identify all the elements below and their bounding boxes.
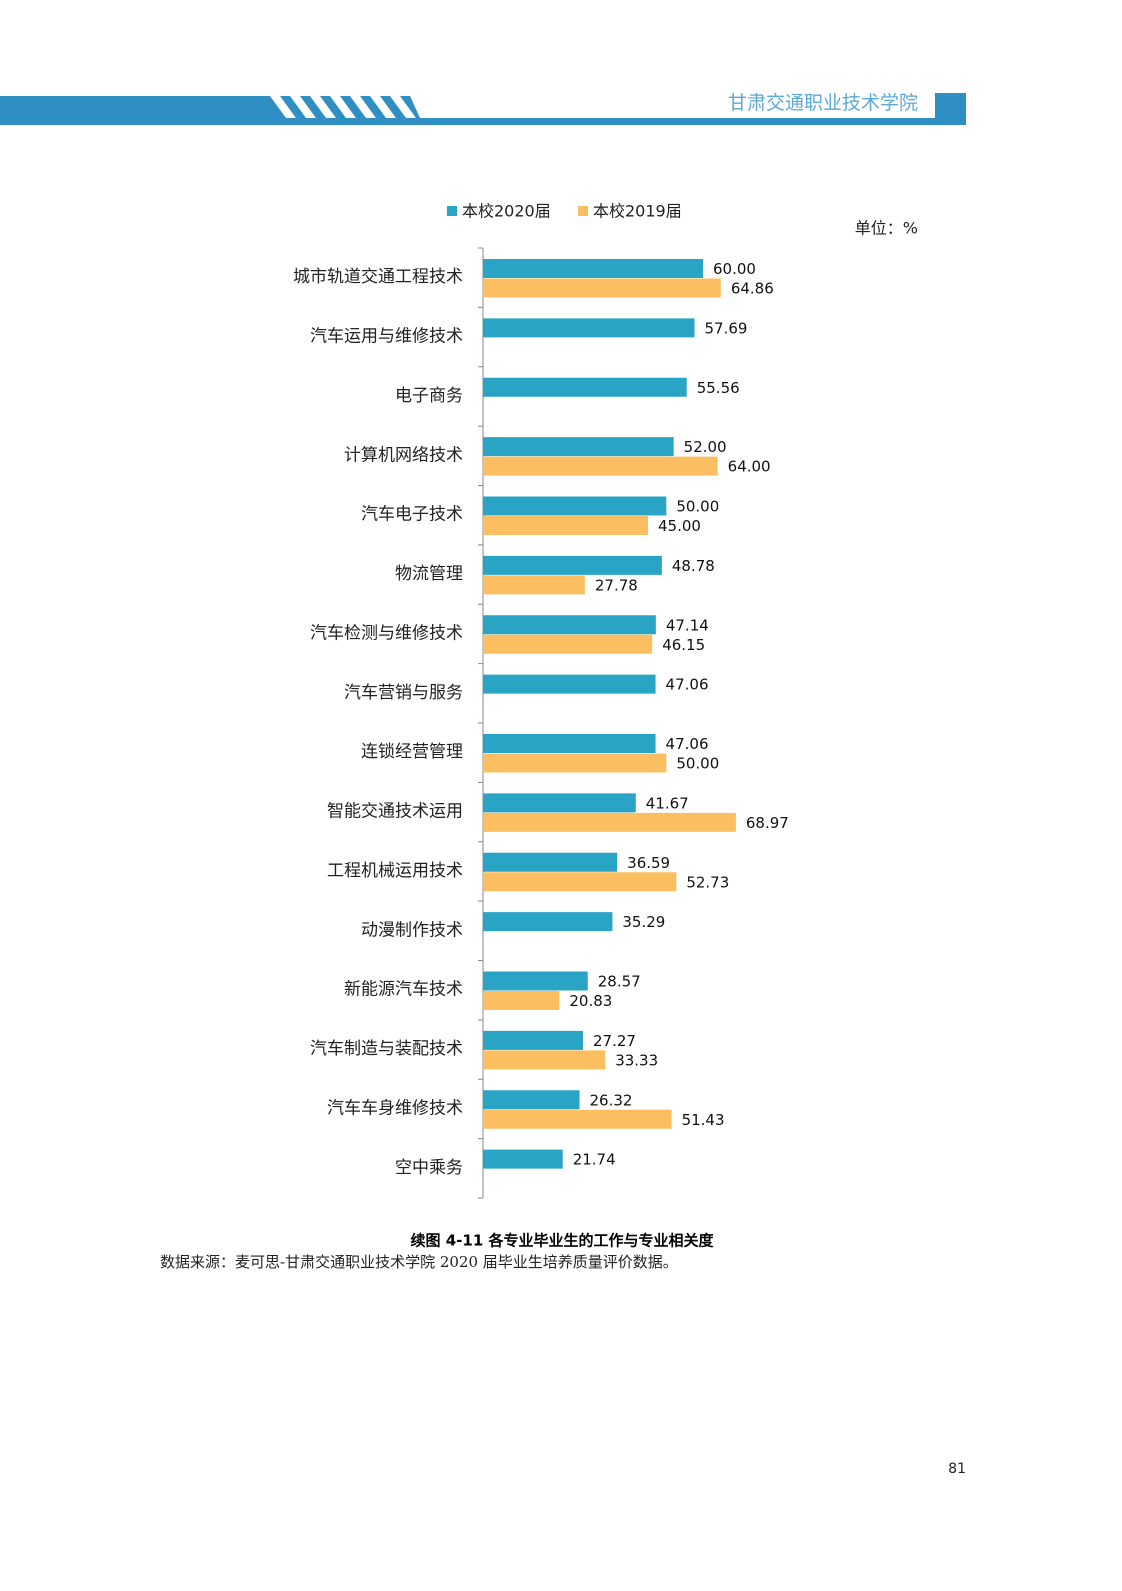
- bar: [483, 278, 721, 298]
- data-label: 50.00: [676, 755, 719, 773]
- bar: [483, 634, 653, 654]
- category-label: 汽车制造与装配技术: [310, 1039, 463, 1059]
- data-label: 47.14: [666, 616, 709, 634]
- bar: [483, 1109, 672, 1129]
- data-label: 52.00: [684, 438, 727, 456]
- data-label: 36.59: [627, 854, 670, 872]
- data-label: 47.06: [666, 735, 709, 753]
- data-label: 64.86: [731, 280, 774, 298]
- legend-label: 本校2020届: [462, 202, 551, 221]
- bar: [483, 377, 687, 397]
- category-label: 工程机械运用技术: [327, 861, 463, 881]
- bar: [483, 912, 613, 932]
- bar: [483, 793, 636, 813]
- bar: [483, 1050, 606, 1070]
- header-band: 甘肃交通职业技术学院: [0, 92, 966, 125]
- data-label: 46.15: [662, 636, 705, 654]
- category-label: 计算机网络技术: [344, 445, 463, 465]
- bar: [483, 734, 656, 753]
- header-box: [935, 93, 966, 125]
- bar: [483, 971, 588, 991]
- category-label: 汽车运用与维修技术: [310, 327, 463, 347]
- category-label: 汽车电子技术: [361, 505, 463, 525]
- bar: [483, 753, 667, 773]
- bar: [483, 1149, 563, 1169]
- bar: [483, 1090, 580, 1110]
- bar: [483, 516, 648, 535]
- data-label: 50.00: [676, 498, 719, 516]
- header-stripes: [270, 96, 416, 118]
- figure-caption: 续图 4-11 各专业毕业生的工作与专业相关度: [411, 1232, 715, 1250]
- data-label: 47.06: [666, 676, 709, 694]
- bar: [483, 437, 674, 457]
- bar: [483, 1030, 583, 1050]
- data-label: 28.57: [598, 973, 641, 991]
- source-note: 数据来源：麦可思-甘肃交通职业技术学院 2020 届毕业生培养质量评价数据。: [160, 1253, 678, 1271]
- legend-swatch: [447, 206, 457, 216]
- bar: [483, 872, 677, 892]
- category-label: 汽车营销与服务: [344, 683, 463, 703]
- data-label: 20.83: [569, 992, 612, 1010]
- category-label: 动漫制作技术: [361, 920, 463, 940]
- data-label: 52.73: [686, 873, 729, 891]
- header-cut: [410, 96, 965, 118]
- data-label: 35.29: [622, 913, 665, 931]
- category-label: 汽车车身维修技术: [327, 1098, 463, 1118]
- data-label: 26.32: [590, 1091, 633, 1109]
- data-label: 21.74: [573, 1151, 616, 1169]
- bar: [483, 991, 560, 1010]
- bar: [483, 852, 618, 872]
- category-label: 电子商务: [395, 386, 463, 406]
- data-label: 60.00: [713, 260, 756, 278]
- page-number: 81: [948, 1461, 966, 1477]
- bar: [483, 496, 667, 516]
- category-label: 城市轨道交通工程技术: [293, 267, 463, 287]
- data-label: 27.27: [593, 1032, 636, 1050]
- bar: [483, 674, 656, 694]
- data-label: 33.33: [615, 1051, 658, 1069]
- data-label: 51.43: [682, 1111, 725, 1129]
- bar: [483, 259, 703, 278]
- bar: [483, 318, 695, 338]
- category-label: 智能交通技术运用: [327, 802, 463, 822]
- data-label: 64.00: [728, 458, 771, 476]
- legend-label: 本校2019届: [593, 202, 682, 221]
- bar: [483, 456, 718, 476]
- bar: [483, 812, 736, 832]
- bar: [483, 555, 662, 575]
- legend-swatch: [578, 206, 588, 216]
- category-label: 汽车检测与维修技术: [310, 623, 463, 643]
- data-label: 45.00: [658, 517, 701, 535]
- bar: [483, 615, 656, 635]
- bar: [483, 575, 585, 595]
- category-label: 连锁经营管理: [361, 742, 463, 762]
- unit-label: 单位：%: [855, 219, 918, 238]
- data-label: 68.97: [746, 814, 789, 832]
- data-label: 57.69: [705, 319, 748, 337]
- category-label: 新能源汽车技术: [344, 980, 463, 1000]
- data-label: 48.78: [672, 557, 715, 575]
- data-label: 55.56: [697, 379, 740, 397]
- data-label: 27.78: [595, 576, 638, 594]
- category-label: 物流管理: [395, 564, 463, 584]
- data-label: 41.67: [646, 794, 689, 812]
- category-label: 空中乘务: [395, 1158, 463, 1178]
- header-title: 甘肃交通职业技术学院: [728, 92, 918, 114]
